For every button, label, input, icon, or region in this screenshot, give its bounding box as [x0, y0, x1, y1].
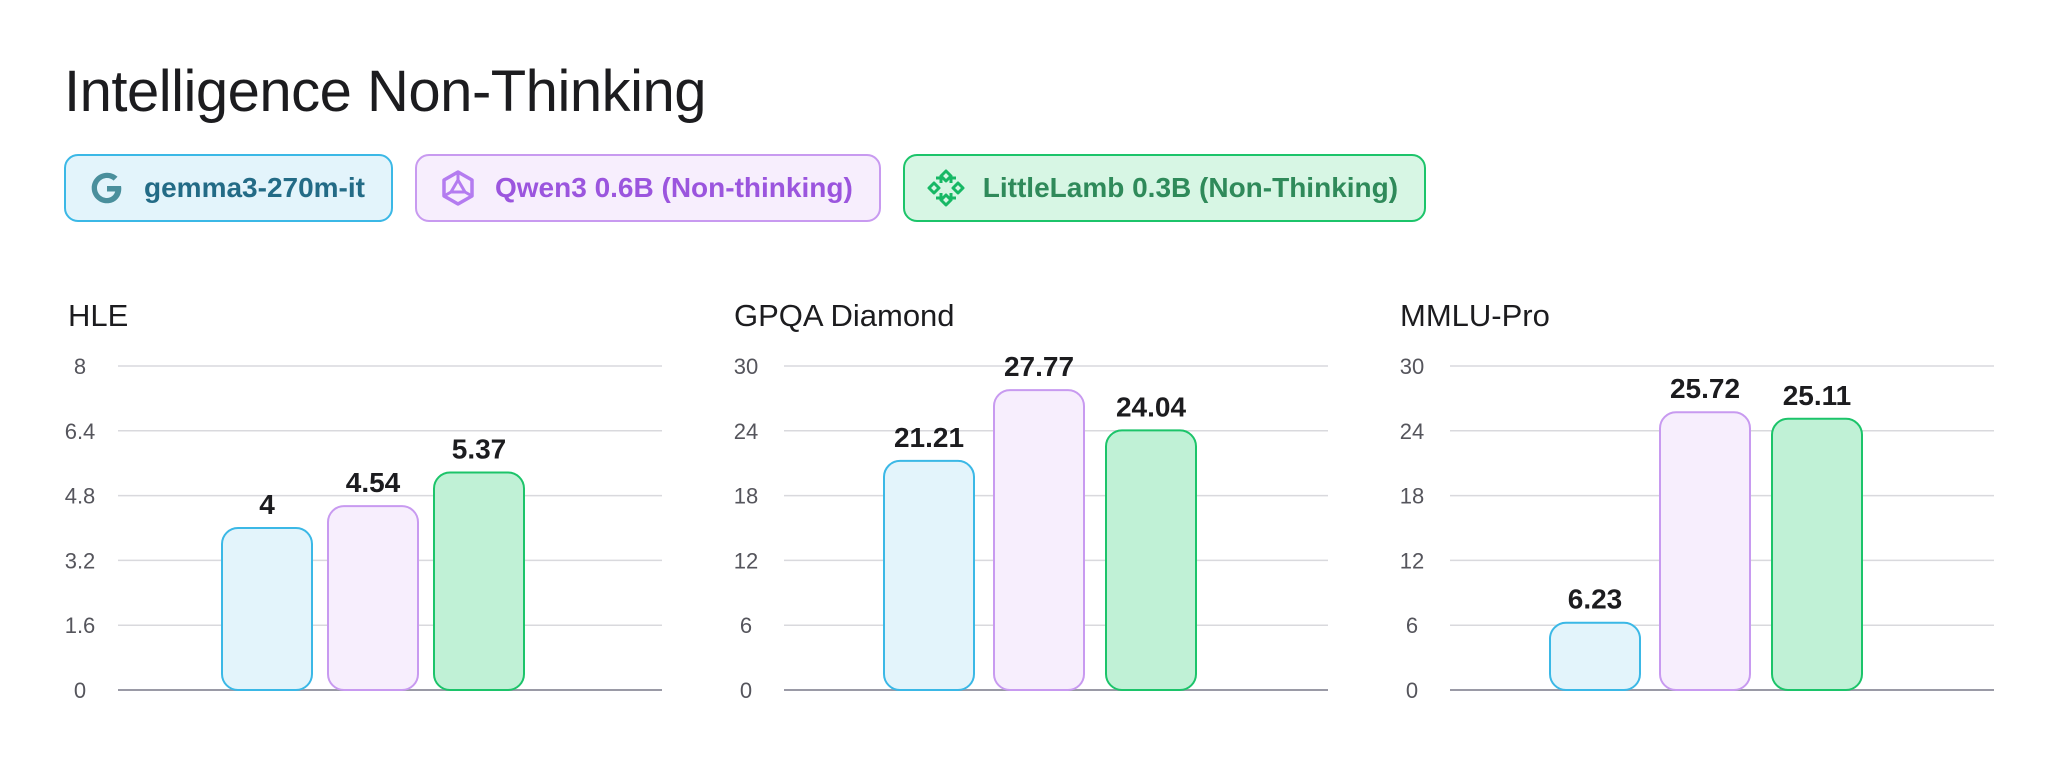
data-label: 4.54 [346, 467, 401, 498]
panel-title: HLE [68, 298, 128, 333]
y-tick-label: 0 [740, 678, 752, 703]
legend-item-qwen: Qwen3 0.6B (Non-thinking) [414, 154, 881, 222]
data-label: 5.37 [452, 434, 507, 465]
y-tick-label: 6 [1406, 613, 1418, 638]
legend-item-littlelamb: LittleLamb 0.3B (Non-Thinking) [902, 154, 1427, 222]
bar [1105, 429, 1197, 691]
y-tick-label: 12 [734, 548, 758, 573]
bar [1659, 411, 1751, 691]
y-tick-label: 18 [1400, 484, 1424, 509]
y-tick-label: 18 [734, 484, 758, 509]
y-tick-label: 4.8 [65, 484, 96, 509]
data-label: 25.11 [1783, 380, 1852, 411]
panel-title: MMLU-Pro [1400, 298, 1550, 333]
data-label: 27.77 [1004, 351, 1074, 382]
y-tick-label: 30 [1400, 354, 1424, 379]
y-tick-label: 0 [74, 678, 86, 703]
y-tick-label: 24 [1400, 419, 1424, 444]
bar [993, 389, 1085, 691]
y-tick-label: 3.2 [65, 548, 96, 573]
legend-label: Qwen3 0.6B (Non-thinking) [494, 172, 853, 203]
bar [221, 527, 313, 691]
bar [1549, 621, 1641, 691]
y-tick-label: 24 [734, 419, 758, 444]
bar [1771, 417, 1863, 691]
legend: gemma3-270m-it Qwen3 0.6B (Non-thinking) [64, 154, 1427, 222]
y-tick-label: 6 [740, 613, 752, 638]
legend-label: gemma3-270m-it [144, 172, 365, 203]
legend-item-gemma: gemma3-270m-it [64, 154, 393, 222]
data-label: 21.21 [894, 422, 964, 453]
bar [433, 471, 525, 692]
bar [327, 505, 419, 691]
littlelamb-logo-icon [923, 165, 969, 211]
data-label: 25.72 [1670, 373, 1740, 404]
data-label: 24.04 [1116, 391, 1186, 422]
qwen-logo-icon [435, 165, 481, 211]
panel-title: GPQA Diamond [734, 298, 955, 333]
google-g-icon [84, 165, 130, 211]
y-tick-label: 8 [74, 354, 86, 379]
y-tick-label: 30 [734, 354, 758, 379]
y-tick-label: 1.6 [65, 613, 96, 638]
data-label: 4 [259, 489, 275, 520]
page-title: Intelligence Non-Thinking [64, 59, 706, 124]
legend-label: LittleLamb 0.3B (Non-Thinking) [982, 172, 1399, 203]
y-tick-label: 6.4 [65, 419, 96, 444]
y-tick-label: 0 [1406, 678, 1418, 703]
y-tick-label: 12 [1400, 548, 1424, 573]
data-label: 6.23 [1568, 584, 1623, 615]
bar [883, 459, 975, 691]
